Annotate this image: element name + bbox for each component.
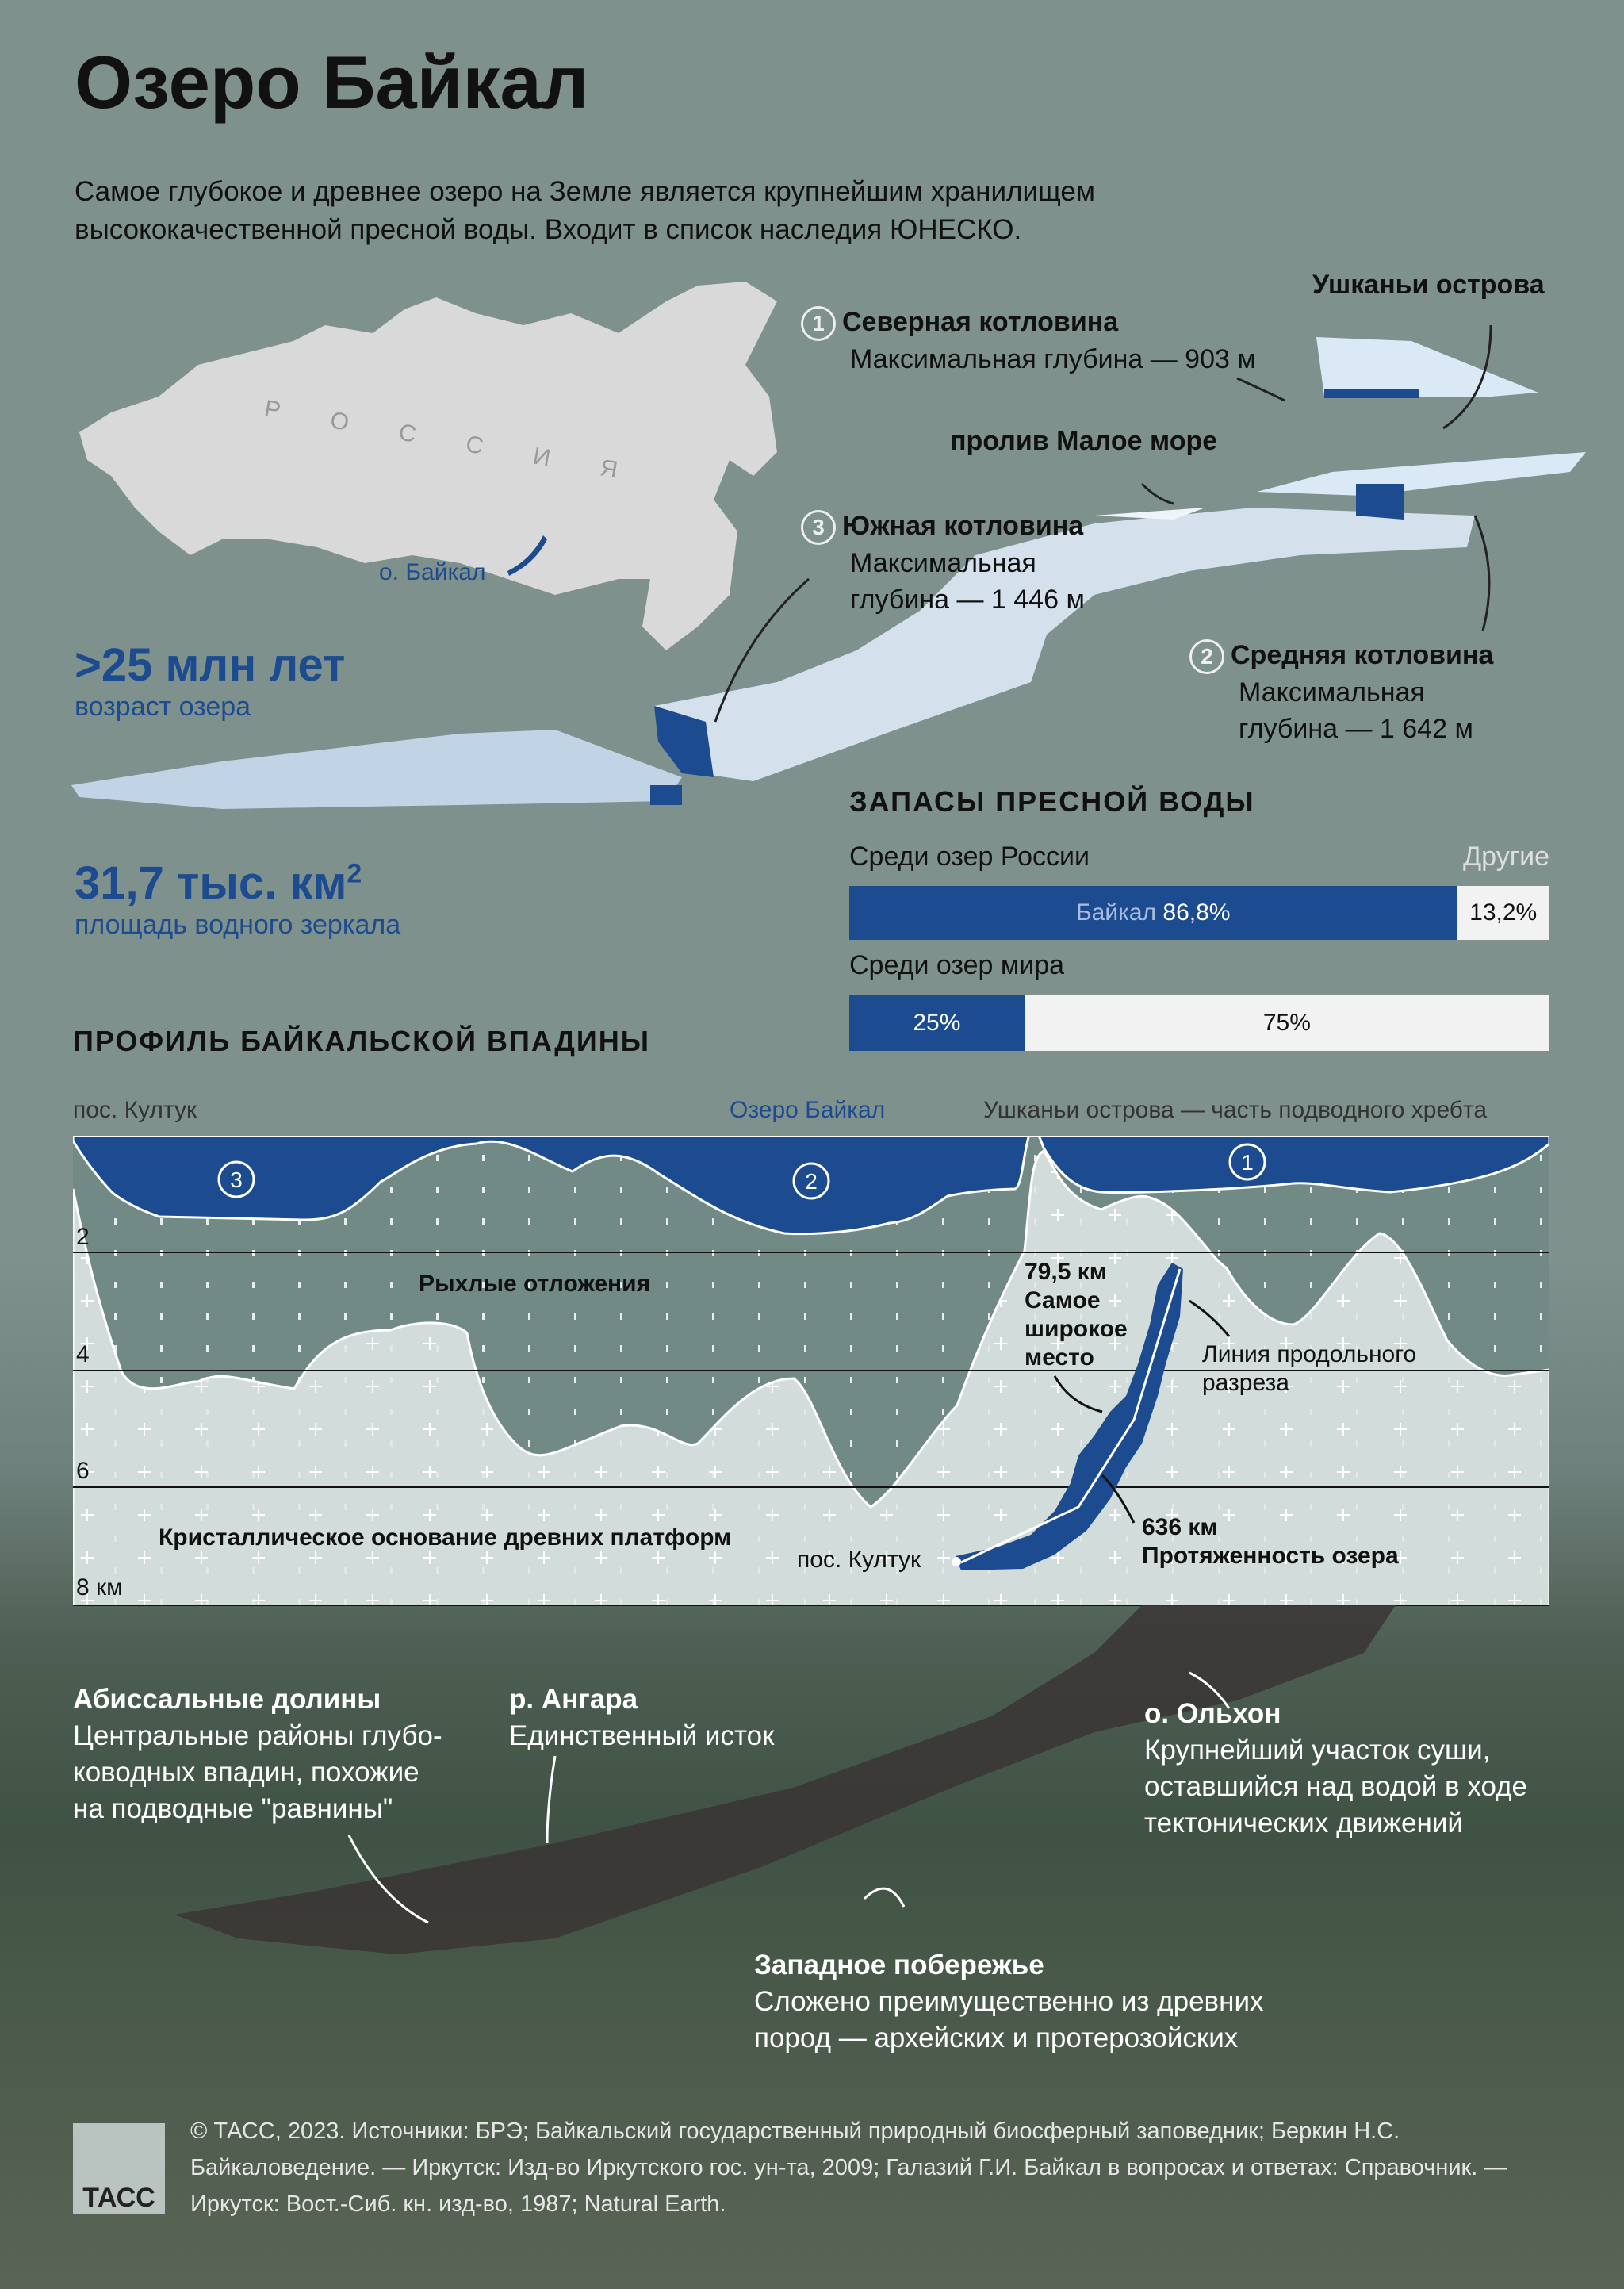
sediments-label: Рыхлые отложения — [419, 1271, 651, 1297]
intro-text: Самое глубокое и древнее озеро на Земле … — [75, 176, 1095, 245]
profile-chart: 3 2 1 — [73, 1136, 1549, 1606]
age-value: >25 млн лет — [75, 639, 346, 691]
arrow-icon — [863, 1887, 906, 1908]
arrow-icon — [1053, 1375, 1103, 1413]
section-line-annotation: Линия продольного разреза — [1202, 1341, 1417, 1396]
arrow-icon — [1189, 1671, 1231, 1709]
arrow-icon — [1442, 324, 1492, 430]
relief-illustration — [174, 1605, 1396, 1954]
lake-3d-illustration — [71, 324, 1586, 809]
maloe-more-label: пролив Малое море — [950, 426, 1218, 456]
footer-sources: © ТАСС, 2023. Источники: БРЭ; Байкальски… — [190, 2118, 1507, 2217]
russia-bar: Байкал 86,8% 13,2% — [849, 886, 1549, 940]
basement-label: Кристаллическое основание древних платфо… — [159, 1524, 732, 1551]
arrow-icon — [1140, 482, 1174, 505]
area-stat: 31,7 тыс. км2 площадь водного зеркала — [75, 857, 400, 941]
depth-tick-6: 6 — [76, 1458, 90, 1484]
world-bar-baikal: 25% — [849, 995, 1025, 1051]
russia-map — [79, 282, 777, 650]
basin-1-label: 1 Северная котловина Максимальная глубина … — [801, 304, 1256, 378]
basin-2-label: 2 Средняя котловина Максимальная глубина — … — [1189, 637, 1493, 747]
water-layer — [73, 1136, 1549, 1236]
width-annotation: 79,5 км Самое широкое место — [1025, 1259, 1128, 1371]
ushkany-label: Ушканьи острова — [1312, 270, 1545, 300]
age-label: возраст озера — [75, 692, 251, 722]
arrow-icon — [1236, 377, 1285, 402]
russia-label: Среди озер России — [849, 842, 1090, 872]
basin-num-3: 3 — [230, 1168, 243, 1192]
profile-center-label: Озеро Байкал — [730, 1097, 886, 1123]
lake-outline-map — [956, 1263, 1183, 1570]
west-coast-annotation: Западное побережье Сложено преимущественн… — [754, 1950, 1264, 2053]
basin-number-circles — [217, 1143, 1266, 1200]
depth-tick-2: 2 — [76, 1224, 90, 1250]
world-bar-other: 75% — [1024, 995, 1549, 1051]
world-bar: 25% 75% — [849, 995, 1549, 1051]
abyssal-annotation: Абиссальные долины Центральные районы глу… — [73, 1684, 442, 1824]
arrow-icon — [546, 1755, 557, 1844]
profile-right-label: Ушканьи острова — часть подводного хребт… — [983, 1097, 1488, 1123]
reserves-heading: ЗАПАСЫ ПРЕСНОЙ ВОДЫ — [849, 785, 1255, 818]
age-stat: >25 млн лет возраст озера — [75, 638, 345, 723]
depth-tick-8: 8 км — [76, 1574, 123, 1601]
others-label: Другие — [1463, 842, 1549, 872]
russia-bar-baikal: Байкал 86,8% — [849, 886, 1457, 940]
arrow-icon — [347, 1835, 429, 1924]
profile-heading: ПРОФИЛЬ БАЙКАЛЬСКОЙ ВПАДИНЫ — [73, 1025, 650, 1057]
olkhon-annotation: о. Ольхон Крупнейший участок суши, оставши… — [1144, 1698, 1528, 1838]
page-title: Озеро Байкал — [75, 40, 589, 124]
area-value: 31,7 тыс. км2 — [75, 857, 362, 909]
section-line — [960, 1268, 1182, 1564]
area-label: площадь водного зеркала — [75, 910, 401, 940]
basin-3-label: 3 Южная котловина Максимальная глубина — 1 … — [801, 508, 1085, 618]
profile-left-label: пос. Култук — [73, 1097, 197, 1123]
world-label: Среди озер мира — [849, 950, 1065, 980]
arrow-icon — [714, 577, 810, 723]
kultuk-point — [952, 1557, 961, 1566]
angara-annotation: р. Ангара Единственный исток — [509, 1684, 775, 1751]
length-annotation: 636 км Протяженность озера — [1142, 1514, 1399, 1569]
basin-num-1: 1 — [1241, 1150, 1254, 1175]
arrow-icon — [1101, 1474, 1136, 1524]
depth-tick-4: 4 — [76, 1341, 90, 1367]
map-lake-label: о. Байкал — [379, 559, 486, 585]
russia-bar-other: 13,2% — [1457, 886, 1549, 940]
kultuk-label: пос. Култук — [797, 1547, 921, 1573]
arrow-icon — [1473, 515, 1491, 631]
tass-logo: ТАСС — [73, 2123, 165, 2214]
basin-num-2: 2 — [805, 1169, 818, 1194]
arrow-icon — [1189, 1299, 1231, 1337]
